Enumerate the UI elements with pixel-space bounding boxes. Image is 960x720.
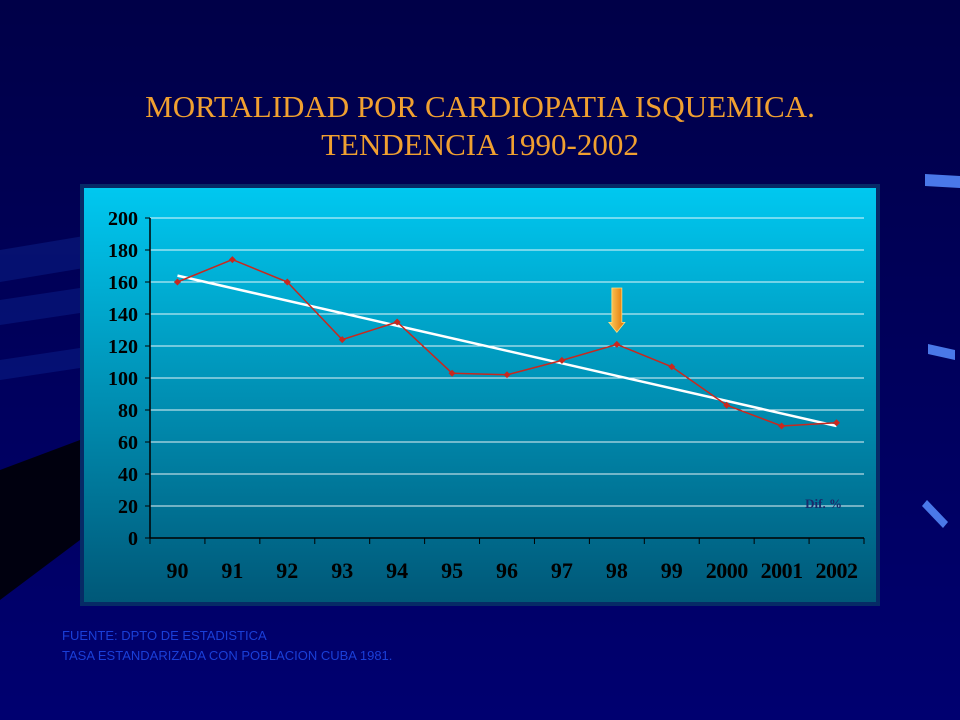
trend-line (177, 274, 837, 428)
x-tick-label: 98 (606, 558, 628, 583)
data-point (558, 356, 566, 364)
data-point (723, 401, 731, 409)
data-point (833, 419, 841, 427)
source-note: FUENTE: DPTO DE ESTADISTICA (62, 628, 267, 643)
data-point (338, 336, 346, 344)
y-tick-label: 180 (108, 240, 138, 262)
y-tick-label: 120 (108, 336, 138, 358)
x-tick-label: 92 (276, 558, 298, 583)
data-point (613, 340, 621, 348)
page-title: MORTALIDAD POR CARDIOPATIA ISQUEMICA. (145, 89, 815, 124)
data-point (448, 369, 456, 377)
data-point (173, 278, 181, 286)
y-tick-label: 0 (128, 528, 138, 550)
x-tick-label: 94 (386, 558, 408, 583)
x-tick-label: 93 (331, 558, 353, 583)
x-tick-label: 2002 (816, 558, 859, 583)
x-tick-label: 99 (661, 558, 683, 583)
data-point (228, 256, 236, 264)
x-tick-label: 90 (166, 558, 188, 583)
y-tick-label: 100 (108, 368, 138, 390)
data-point (503, 371, 511, 379)
y-tick-label: 20 (118, 496, 138, 518)
x-tick-label: 97 (551, 558, 573, 583)
y-tick-label: 140 (108, 304, 138, 326)
annotation-label: Dif. % (805, 496, 842, 511)
y-tick-label: 160 (108, 272, 138, 294)
x-tick-label: 2000 (706, 558, 749, 583)
page-subtitle: TENDENCIA 1990-2002 (321, 127, 639, 162)
x-tick-label: 96 (496, 558, 518, 583)
x-tick-label: 95 (441, 558, 463, 583)
data-point (283, 278, 291, 286)
y-tick-label: 200 (108, 208, 138, 230)
rate-note: TASA ESTANDARIZADA CON POBLACION CUBA 19… (62, 648, 393, 663)
y-tick-label: 60 (118, 432, 138, 454)
data-point (778, 422, 786, 430)
decorative-stripes (922, 174, 960, 528)
data-point (668, 363, 676, 371)
x-tick-label: 91 (221, 558, 243, 583)
y-tick-label: 40 (118, 464, 138, 486)
chart-area (84, 188, 876, 602)
down-arrow-icon (608, 287, 626, 334)
x-tick-label: 2001 (761, 558, 803, 583)
y-tick-label: 80 (118, 400, 138, 422)
data-point (393, 318, 401, 326)
